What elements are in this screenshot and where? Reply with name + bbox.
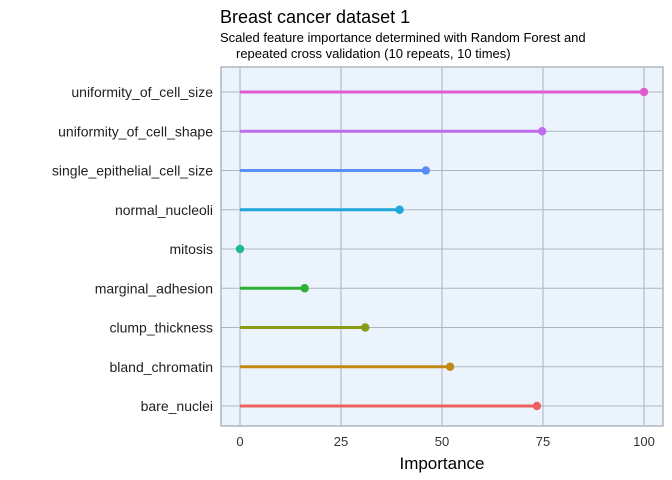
lollipop-point (300, 284, 309, 293)
y-tick-label: bare_nuclei (141, 398, 213, 414)
y-tick-label: clump_thickness (110, 320, 214, 336)
x-tick-label: 100 (633, 434, 655, 449)
lollipop-point (361, 323, 370, 332)
lollipop-point (532, 401, 542, 411)
x-tick-label: 50 (435, 434, 449, 449)
y-tick-label: uniformity_of_cell_size (71, 84, 213, 100)
lollipop-point (235, 244, 245, 254)
y-tick-label: marginal_adhesion (95, 280, 213, 296)
lollipop-point (537, 127, 547, 136)
x-axis-label: Importance (399, 454, 484, 473)
y-tick-label: mitosis (169, 241, 213, 257)
chart-title: Breast cancer dataset 1 (220, 7, 410, 27)
lollipop-point (445, 362, 455, 371)
chart-subtitle-line-2: repeated cross validation (10 repeats, 1… (236, 46, 511, 61)
y-tick-label: normal_nucleoli (115, 202, 213, 218)
y-tick-label: single_epithelial_cell_size (52, 163, 213, 179)
series-layer (235, 87, 649, 411)
x-tick-label: 75 (536, 434, 550, 449)
lollipop-point (639, 87, 649, 97)
x-tick-labels: 0 25 50 75 100 (236, 434, 654, 449)
y-tick-label: bland_chromatin (109, 359, 213, 375)
x-tick-label: 25 (334, 434, 348, 449)
x-tick-label: 0 (236, 434, 243, 449)
chart-subtitle-line-1: Scaled feature importance determined wit… (220, 30, 586, 45)
lollipop-point (421, 166, 431, 175)
lollipop-point (395, 205, 404, 214)
y-tick-labels: uniformity_of_cell_size uniformity_of_cel… (52, 84, 213, 414)
y-tick-label: uniformity_of_cell_shape (58, 123, 213, 139)
